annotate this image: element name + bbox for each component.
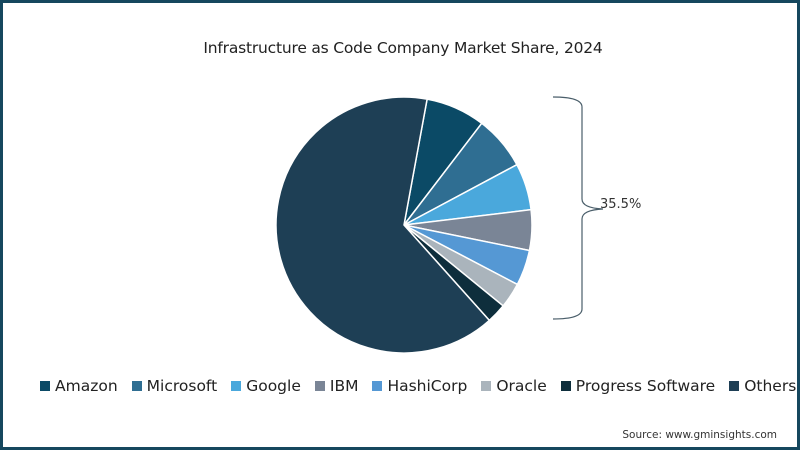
chart-legend: Amazon Microsoft Google IBM HashiCorp Or… [40, 377, 800, 395]
legend-item-oracle: Oracle [481, 377, 547, 395]
legend-swatch-icon [314, 381, 325, 391]
pie-chart [275, 96, 604, 354]
legend-item-others: Others [729, 377, 796, 395]
bracket-percentage-label: 35.5% [600, 197, 642, 212]
chart-title: Infrastructure as Code Company Market Sh… [203, 39, 603, 57]
legend-label: Others [744, 377, 797, 395]
legend-item-hashicorp: HashiCorp [372, 377, 467, 395]
legend-item-amazon: Amazon [40, 377, 118, 395]
source-citation: Source: www.gminsights.com [622, 429, 777, 441]
legend-label: HashiCorp [387, 377, 468, 395]
legend-swatch-icon [560, 381, 571, 391]
legend-swatch-icon [40, 381, 50, 391]
legend-label: Google [246, 377, 301, 395]
legend-swatch-icon [481, 381, 492, 391]
legend-label: Oracle [496, 377, 547, 395]
legend-swatch-icon [372, 381, 383, 391]
legend-item-ibm: IBM [314, 377, 359, 395]
legend-item-microsoft: Microsoft [131, 377, 218, 395]
legend-item-google: Google [231, 377, 301, 395]
legend-label: Amazon [55, 377, 118, 395]
pie-slices [275, 96, 533, 354]
pie-slice-others [275, 96, 491, 354]
legend-swatch-icon [729, 381, 740, 391]
legend-swatch-icon [131, 381, 142, 391]
legend-label: IBM [329, 377, 359, 395]
legend-label: Microsoft [146, 377, 218, 395]
bracket-annotation [552, 96, 604, 320]
legend-item-progress-software: Progress Software [560, 377, 716, 395]
legend-label: Progress Software [575, 377, 716, 395]
legend-swatch-icon [231, 381, 242, 391]
